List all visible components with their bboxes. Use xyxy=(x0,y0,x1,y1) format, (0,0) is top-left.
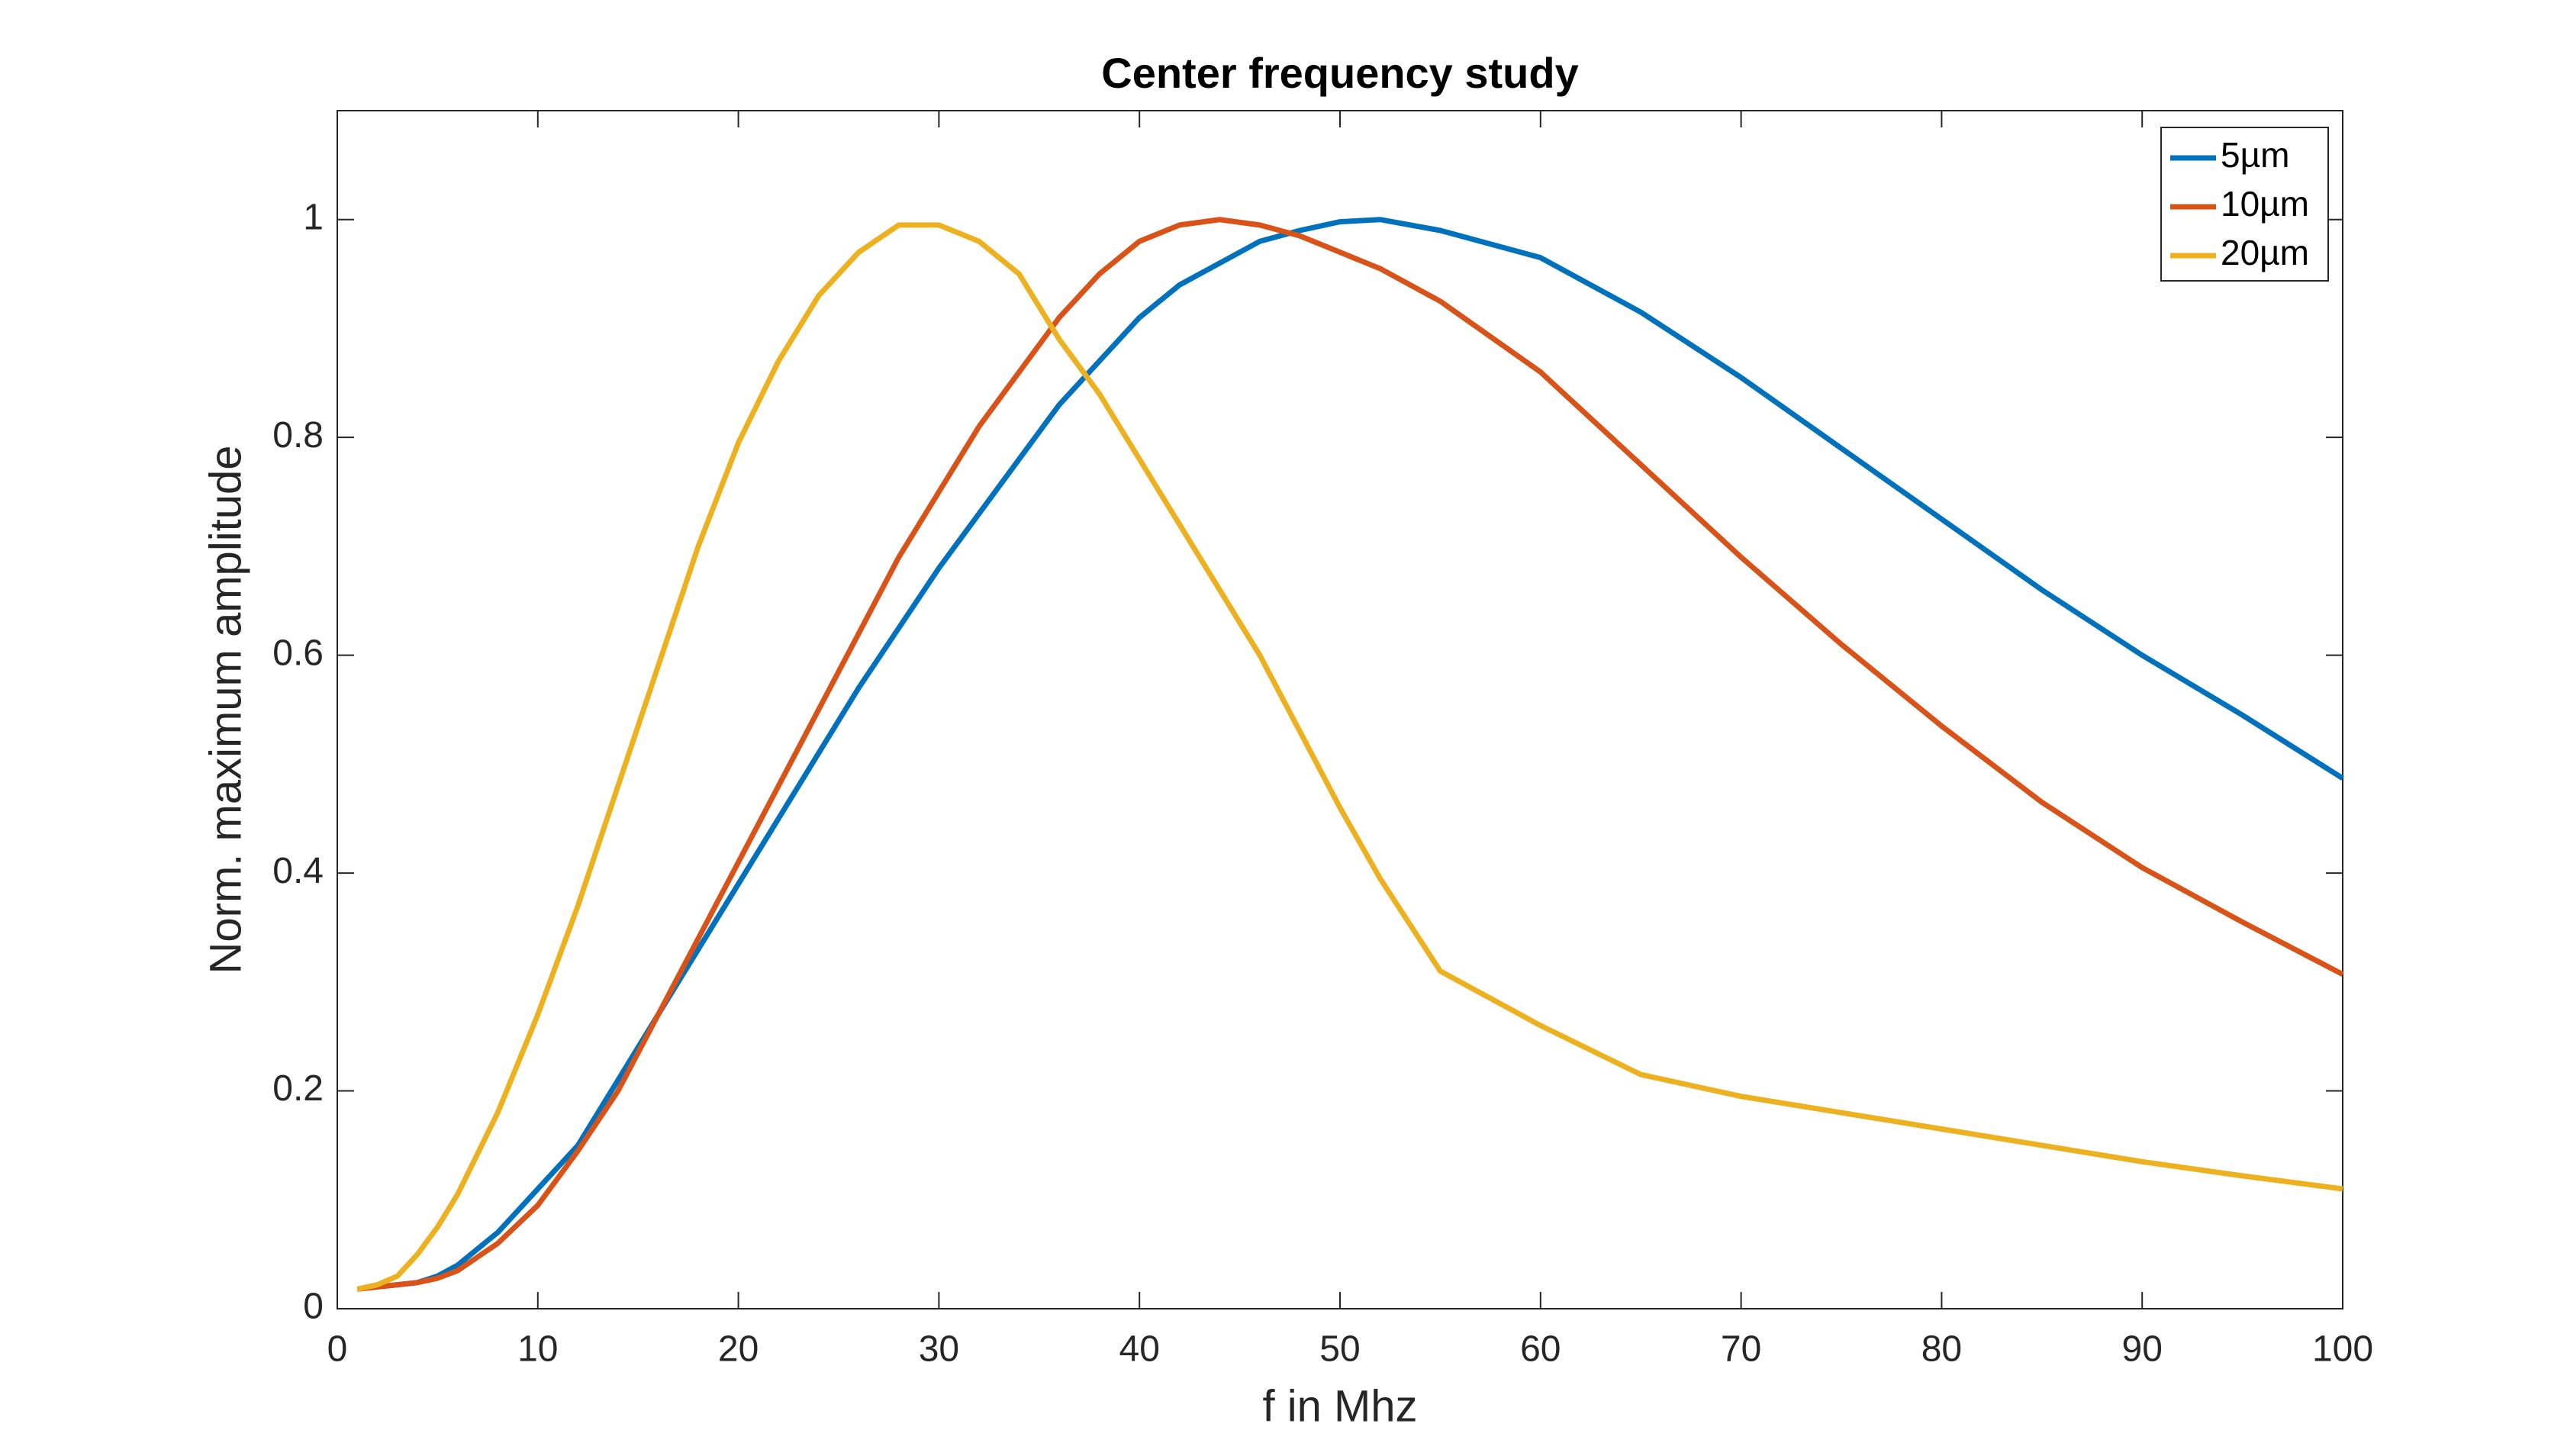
x-tick-label: 90 xyxy=(2122,1329,2163,1370)
x-tick-label: 20 xyxy=(718,1329,759,1370)
y-tick-label: 0.8 xyxy=(272,415,324,456)
x-tick-label: 70 xyxy=(1721,1329,1761,1370)
legend-label: 5µm xyxy=(2221,135,2289,175)
x-tick-label: 30 xyxy=(919,1329,959,1370)
y-tick-label: 0.4 xyxy=(272,851,324,891)
x-tick-label: 0 xyxy=(327,1329,348,1370)
y-tick-label: 1 xyxy=(303,197,324,237)
legend-label: 10µm xyxy=(2221,184,2309,224)
y-tick-label: 0 xyxy=(303,1287,324,1327)
series-line xyxy=(356,217,2344,1292)
x-tick-label: 40 xyxy=(1119,1329,1160,1370)
y-axis-label: Norm. maximum amplitude xyxy=(201,446,250,974)
y-tick-label: 0.6 xyxy=(272,633,324,673)
x-tick-label: 100 xyxy=(2312,1329,2373,1370)
series-line xyxy=(356,222,2343,1292)
legend-label: 20µm xyxy=(2221,233,2309,272)
x-tick-label: 10 xyxy=(517,1329,558,1370)
y-tick-label: 0.2 xyxy=(272,1068,324,1109)
chart-title: Center frequency study xyxy=(1101,49,1579,97)
x-tick-label: 60 xyxy=(1520,1329,1561,1370)
x-tick-label: 80 xyxy=(1921,1329,1962,1370)
x-axis-label: f in Mhz xyxy=(1262,1381,1417,1431)
plot-area xyxy=(337,110,2343,1309)
series-line xyxy=(356,217,2344,1292)
x-tick-label: 50 xyxy=(1319,1329,1360,1370)
